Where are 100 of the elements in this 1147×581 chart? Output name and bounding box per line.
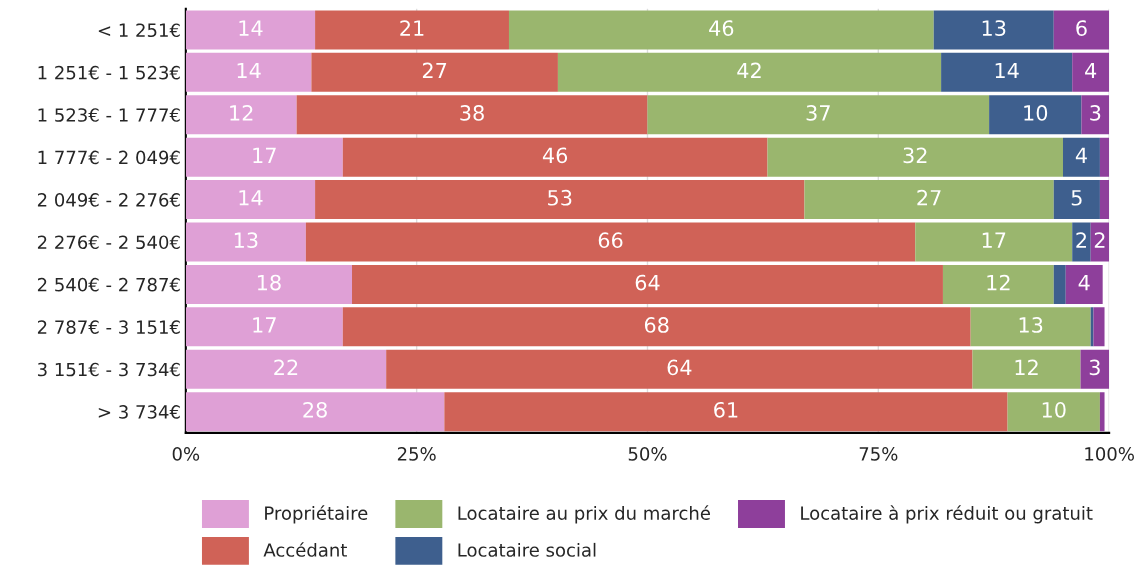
bar bbox=[1072, 52, 1110, 92]
x-tick-label: 50% bbox=[628, 447, 667, 461]
data-label: 14 bbox=[239, 190, 263, 206]
data-label: 46 bbox=[542, 147, 568, 164]
y-tick-label: 1 523€ - 1 777€ bbox=[38, 108, 180, 122]
data-label: 4 bbox=[1078, 274, 1090, 291]
y-tick-label: 2 049€ - 2 276€ bbox=[37, 193, 180, 207]
legend-label: Accédant bbox=[263, 542, 347, 557]
bar bbox=[444, 392, 1008, 432]
legend-label: Locataire à prix réduit ou gratuit bbox=[801, 505, 1093, 524]
bar bbox=[557, 52, 942, 92]
bar bbox=[386, 349, 973, 389]
data-label: 14 bbox=[237, 62, 261, 79]
bar bbox=[311, 52, 558, 92]
data-label: 46 bbox=[709, 20, 734, 36]
x-tick-label: 25% bbox=[397, 447, 436, 461]
data-label: 27 bbox=[917, 189, 941, 206]
bar bbox=[185, 222, 306, 262]
data-label: 64 bbox=[635, 274, 660, 291]
bar bbox=[1053, 180, 1100, 220]
bar bbox=[1099, 180, 1110, 220]
bar bbox=[185, 392, 445, 432]
data-label: 14 bbox=[995, 62, 1019, 79]
bar bbox=[315, 10, 509, 50]
bar bbox=[1065, 264, 1103, 304]
bar bbox=[508, 10, 934, 50]
data-label: 13 bbox=[982, 20, 1006, 36]
legend-label: Locataire au prix du marché bbox=[458, 505, 710, 524]
data-label: 22 bbox=[274, 359, 298, 375]
data-label: 13 bbox=[234, 232, 258, 249]
bar bbox=[647, 95, 990, 135]
data-label: 3 bbox=[1089, 359, 1100, 376]
data-label: 68 bbox=[644, 317, 669, 333]
bar bbox=[185, 349, 387, 389]
bar bbox=[1053, 264, 1066, 304]
legend-label: Propriétaire bbox=[265, 505, 368, 524]
data-label: 12 bbox=[987, 274, 1010, 291]
bar bbox=[185, 95, 297, 135]
bar bbox=[342, 307, 971, 347]
bar bbox=[915, 222, 1073, 262]
data-label: 12 bbox=[1015, 359, 1038, 375]
data-label: 32 bbox=[903, 147, 927, 164]
bar bbox=[941, 52, 1073, 92]
bar bbox=[1062, 137, 1100, 177]
bar bbox=[942, 264, 1054, 304]
data-label: 61 bbox=[714, 401, 738, 418]
bar bbox=[185, 10, 316, 50]
x-tick-label: 75% bbox=[859, 447, 898, 461]
bar bbox=[352, 264, 943, 304]
data-label: 38 bbox=[460, 105, 484, 121]
data-label: 42 bbox=[737, 62, 761, 79]
legend-label: Locataire social bbox=[458, 542, 596, 557]
y-tick-label: 2 540€ - 2 787€ bbox=[37, 277, 180, 292]
bar bbox=[1080, 349, 1110, 389]
bar bbox=[296, 95, 648, 135]
y-tick-label: 2 787€ - 3 151€ bbox=[37, 320, 180, 334]
data-label: 21 bbox=[400, 20, 424, 36]
data-label: 17 bbox=[982, 232, 1006, 248]
data-label: 14 bbox=[239, 20, 263, 36]
data-label: 2 bbox=[1094, 232, 1105, 248]
y-tick-label: 1 251€ - 1 523€ bbox=[38, 65, 180, 80]
data-label: 5 bbox=[1071, 190, 1082, 206]
y-tick-label: > 3 734€ bbox=[98, 405, 180, 419]
bar bbox=[767, 137, 1063, 177]
bar bbox=[1081, 95, 1110, 135]
data-label: 18 bbox=[257, 274, 281, 291]
bar bbox=[315, 180, 805, 220]
y-tick-label: < 1 251€ bbox=[98, 23, 180, 38]
bar bbox=[1099, 137, 1110, 177]
data-label: 66 bbox=[598, 232, 623, 249]
data-label: 10 bbox=[1024, 105, 1048, 121]
data-label: 4 bbox=[1085, 62, 1097, 79]
data-label: 4 bbox=[1075, 147, 1087, 163]
data-label: 13 bbox=[1019, 317, 1043, 333]
data-label: 64 bbox=[667, 359, 692, 376]
bar bbox=[185, 52, 312, 92]
bar bbox=[1053, 10, 1110, 50]
data-label: 17 bbox=[253, 147, 276, 163]
data-label: 17 bbox=[253, 317, 276, 333]
bar bbox=[933, 10, 1054, 50]
data-label: 28 bbox=[303, 401, 327, 418]
data-label: 12 bbox=[230, 105, 253, 121]
bar bbox=[804, 180, 1054, 220]
bar bbox=[989, 95, 1082, 135]
data-label: 6 bbox=[1076, 20, 1087, 36]
bar bbox=[342, 137, 768, 177]
bar bbox=[1072, 222, 1091, 262]
bar bbox=[185, 307, 343, 347]
data-label: 37 bbox=[806, 105, 830, 121]
data-label: 27 bbox=[422, 62, 447, 79]
bar bbox=[970, 307, 1091, 347]
bar bbox=[1007, 392, 1100, 432]
x-tick-label: 0% bbox=[172, 447, 200, 461]
data-label: 2 bbox=[1076, 232, 1086, 248]
bar bbox=[185, 180, 316, 220]
x-tick-label: 100% bbox=[1085, 447, 1134, 461]
bar bbox=[1093, 307, 1105, 347]
data-label: 3 bbox=[1090, 105, 1101, 121]
bar bbox=[185, 264, 353, 304]
bar bbox=[305, 222, 916, 262]
